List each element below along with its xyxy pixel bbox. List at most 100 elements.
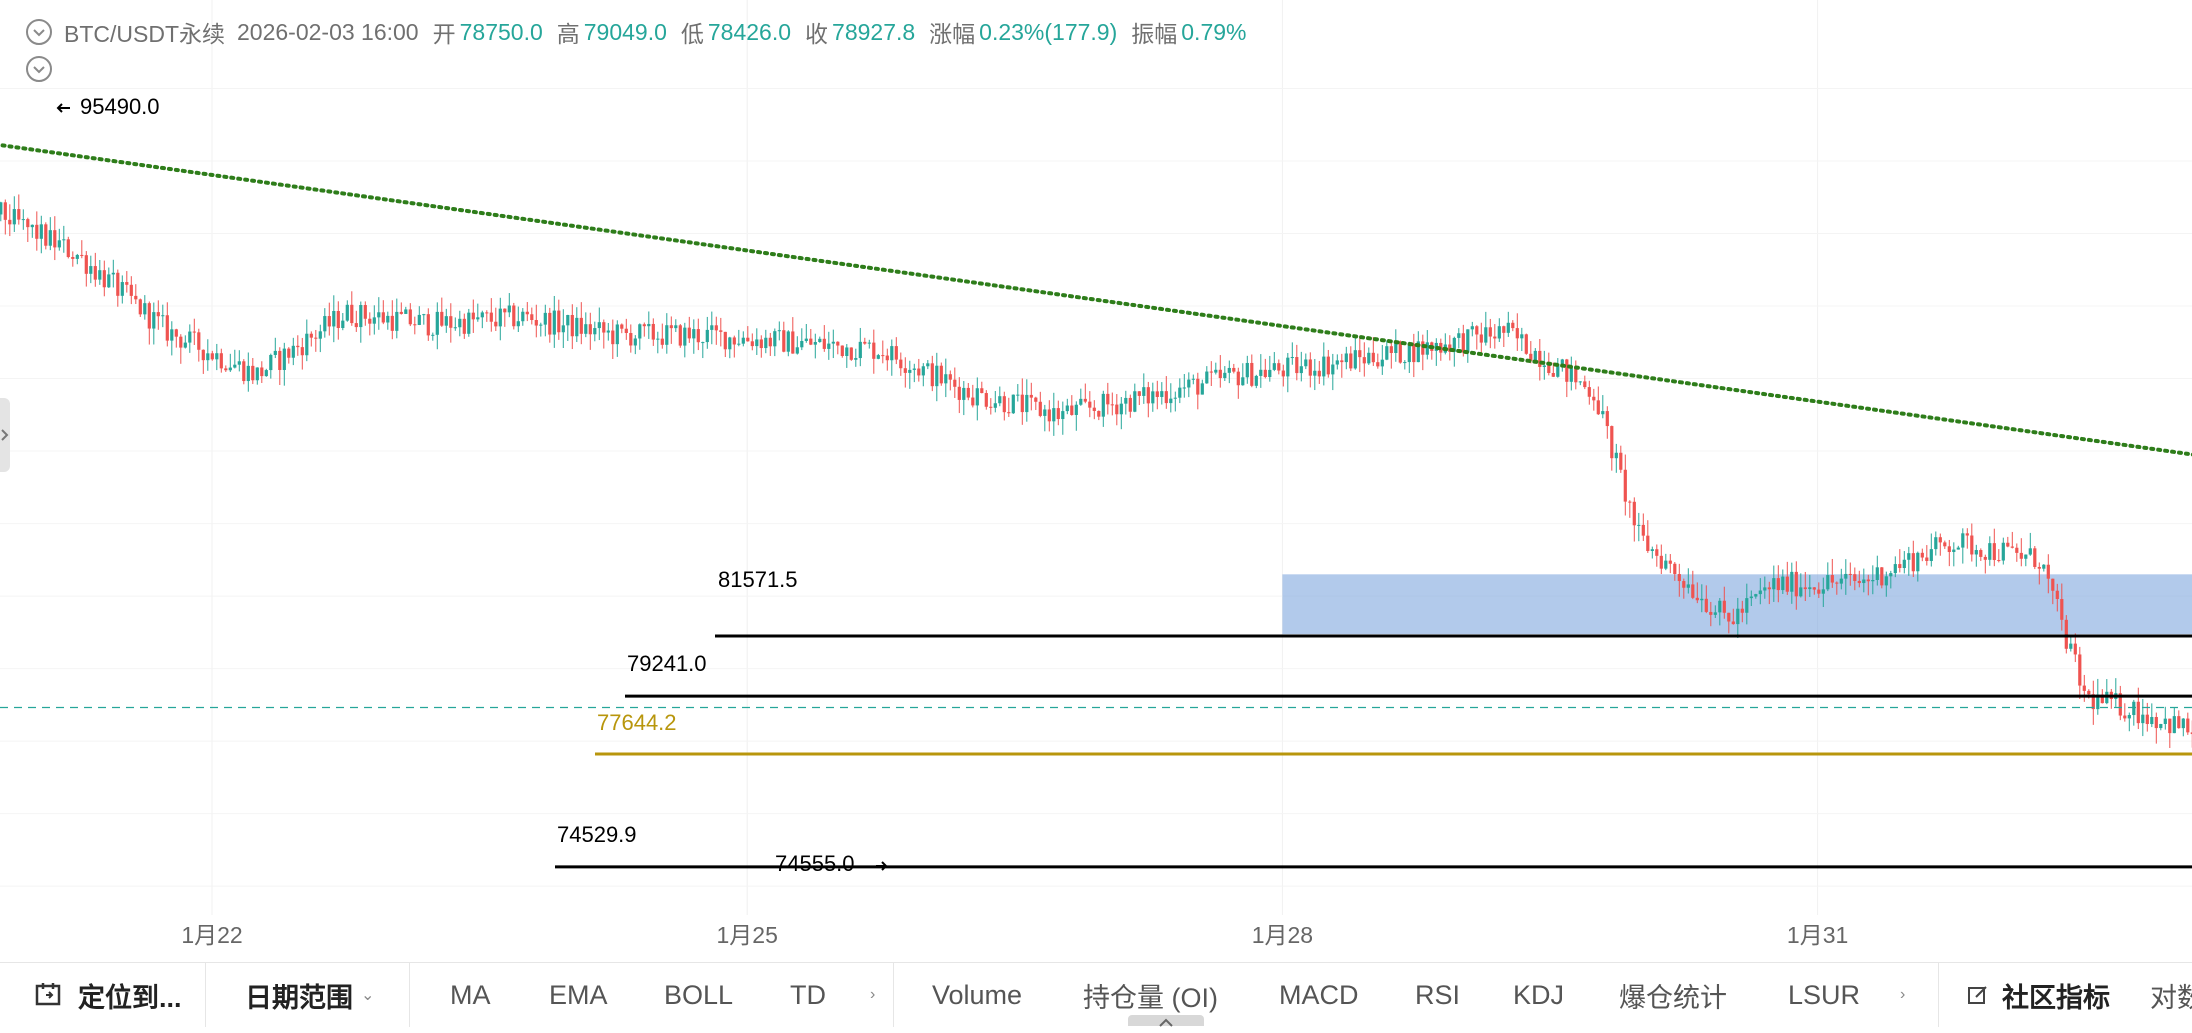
candle-body	[894, 346, 898, 360]
indicator-ema[interactable]: EMA	[549, 979, 608, 1010]
candle-body	[741, 337, 745, 344]
indicator-lsur[interactable]: LSUR	[1788, 979, 1861, 1010]
candle-body	[17, 209, 21, 220]
candle-body	[1794, 571, 1798, 597]
candle-body	[813, 341, 817, 345]
candle-body	[89, 266, 93, 274]
candle-body	[1808, 587, 1812, 590]
candle-body	[84, 255, 88, 274]
indicator-rsi[interactable]: RSI	[1415, 979, 1461, 1010]
candle-body	[1034, 397, 1038, 402]
candle-body	[957, 386, 961, 400]
candle-body	[1592, 396, 1596, 401]
candle-body	[1317, 370, 1321, 377]
candle-body	[1812, 587, 1816, 590]
candle-body	[426, 314, 430, 336]
candle-body	[885, 355, 889, 361]
candle-body	[1106, 393, 1110, 405]
indicator-ma[interactable]: MA	[450, 979, 491, 1010]
candle-body	[1664, 560, 1668, 569]
expand-toggle-icon[interactable]	[26, 19, 52, 45]
indicator-oi[interactable]: 持仓量 (OI)	[1083, 982, 1218, 1013]
candle-body	[719, 330, 723, 332]
edit-icon	[1966, 983, 1990, 1007]
candle-body	[998, 396, 1002, 404]
candle-body	[107, 274, 111, 288]
open-value: 78750.0	[459, 18, 543, 45]
candle-body	[363, 305, 367, 319]
indicator-volume[interactable]: Volume	[932, 979, 1023, 1010]
indicator-boll[interactable]: BOLL	[664, 979, 734, 1010]
candle-body	[1767, 587, 1771, 590]
candle-body	[1614, 452, 1618, 459]
candle-body	[57, 240, 61, 248]
candle-body	[647, 323, 651, 327]
side-panel-handle[interactable]	[0, 398, 10, 472]
candle-body	[782, 330, 786, 352]
candle-body	[1169, 398, 1173, 404]
candle-body	[264, 370, 268, 377]
chevron-right-icon[interactable]: ›	[870, 986, 876, 1003]
candle-body	[534, 320, 538, 326]
chevron-right-icon[interactable]: ›	[1900, 986, 1906, 1003]
candle-body	[1245, 362, 1249, 378]
candle-body	[359, 305, 363, 328]
candle-body	[1560, 359, 1564, 364]
candle-body	[2177, 716, 2181, 729]
candle-body	[1416, 341, 1420, 363]
candle-body	[2141, 714, 2145, 724]
candle-body	[1412, 343, 1416, 363]
candle-body	[71, 257, 75, 259]
candle-body	[125, 282, 129, 285]
candle-body	[2127, 715, 2131, 719]
candle-body	[1079, 398, 1083, 405]
candle-body	[1574, 367, 1578, 383]
candle-body	[980, 388, 984, 394]
candle-body	[1565, 359, 1569, 382]
candle-body	[791, 331, 795, 354]
candle-body	[1709, 611, 1713, 615]
candle-body	[1070, 405, 1074, 415]
candle-body	[1700, 598, 1704, 601]
chevron-down-icon: ⌄	[361, 987, 375, 1004]
supply-zone	[1282, 574, 2192, 635]
candle-body	[890, 346, 894, 361]
candle-body	[953, 379, 957, 387]
candle-body	[368, 318, 372, 324]
log-scale-toggle[interactable]: 对数	[2150, 963, 2192, 1027]
indicator-liquidation[interactable]: 爆仓统计	[1619, 982, 1727, 1013]
candle-body	[1551, 373, 1555, 377]
collapse-toggle-icon[interactable]	[26, 56, 52, 82]
panel-drag-handle[interactable]	[1128, 1015, 1204, 1027]
candle-body	[224, 368, 228, 371]
candle-body	[0, 202, 3, 215]
indicator-kdj[interactable]: KDJ	[1513, 979, 1565, 1010]
candle-body	[858, 341, 862, 359]
candle-body	[1191, 378, 1195, 380]
candle-body	[1196, 378, 1200, 395]
candle-body	[1893, 564, 1897, 574]
chart-area[interactable]: 81571.5 79241.0 77644.2 74529.9 95490.0 74555…	[0, 0, 2192, 962]
candlestick-chart[interactable]: 81571.5 79241.0 77644.2 74529.9 95490.0 74555…	[0, 0, 2192, 962]
x-axis-tick-label: 1月25	[717, 922, 778, 948]
high-label: 高	[556, 21, 580, 47]
date-range-dropdown[interactable]: 日期范围 ⌄	[245, 963, 374, 1027]
candle-body	[1646, 535, 1650, 551]
candle-body	[498, 308, 502, 327]
candle-body	[1799, 587, 1803, 597]
candle-body	[197, 332, 201, 350]
candle-body	[620, 324, 624, 329]
candle-body	[102, 270, 106, 288]
locate-icon	[34, 981, 64, 1009]
community-indicators-button[interactable]: 社区指标	[1966, 963, 2110, 1027]
candle-body	[1043, 409, 1047, 416]
candle-body	[1938, 537, 1942, 543]
candle-body	[327, 316, 331, 327]
candle-body	[566, 314, 570, 326]
candle-body	[701, 342, 705, 344]
indicator-macd[interactable]: MACD	[1279, 979, 1359, 1010]
candle-body	[1731, 621, 1735, 625]
candle-body	[665, 325, 669, 345]
indicator-td[interactable]: TD	[790, 979, 826, 1010]
locate-button[interactable]: 定位到...	[34, 963, 182, 1027]
